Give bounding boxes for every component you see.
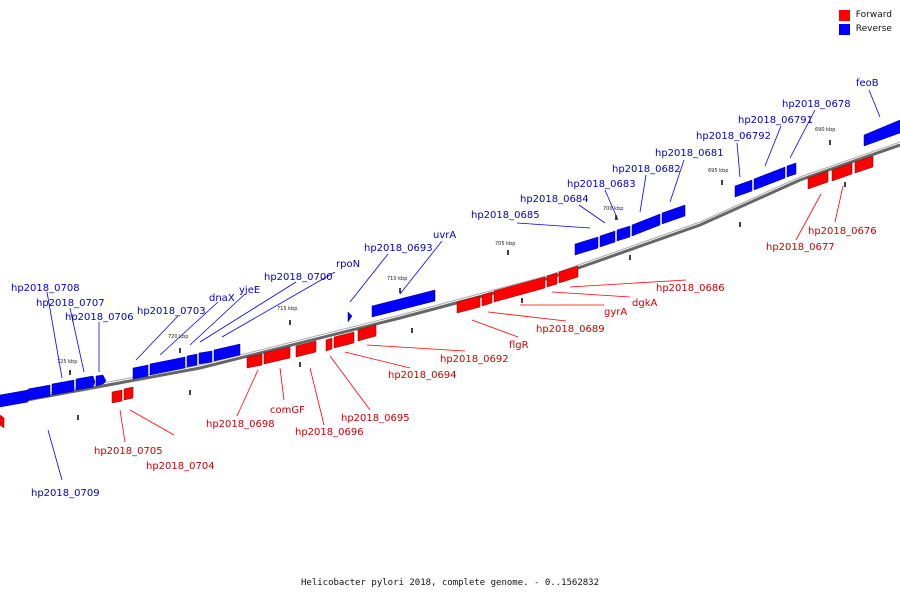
label-hp2018_0682: hp2018_0682	[612, 164, 681, 175]
label-hp2018_0709: hp2018_0709	[31, 488, 100, 499]
gene-hp2018_0684	[599, 230, 616, 248]
gene-hp2018_0682	[631, 213, 661, 237]
label-dnaX: dnaX	[209, 293, 235, 304]
label-comGF: comGF	[270, 405, 305, 416]
forward-genes	[0, 155, 874, 429]
label-hp2018_0703: hp2018_0703	[137, 306, 206, 317]
scale-label: 690 kbp	[815, 127, 835, 133]
gene-hp2018_0686	[558, 265, 579, 284]
label-hp2018_0707: hp2018_0707	[36, 298, 105, 309]
legend-label-forward: Forward	[855, 10, 892, 20]
gene-hp2018_0678	[786, 162, 797, 178]
label-hp2018_06791: hp2018_06791	[738, 115, 813, 126]
label-hp2018_0692: hp2018_0692	[440, 354, 509, 365]
gene-hp2018_0700	[198, 350, 213, 365]
gene-hp2018_0704	[123, 386, 134, 401]
gene-hp2018_06791	[753, 166, 786, 191]
gene-hp2018_0705	[111, 389, 123, 404]
label-hp2018_0684: hp2018_0684	[520, 194, 589, 205]
genome-caption: Helicobacter pylori 2018, complete genom…	[300, 578, 599, 588]
gene-hp2018_0700b	[213, 343, 241, 362]
label-hp2018_0706: hp2018_0706	[65, 312, 134, 323]
reverse-genes	[0, 119, 900, 408]
gene-dnaX	[149, 356, 186, 376]
gene-hp2018_06792	[734, 179, 753, 198]
legend-item-forward: Forward	[838, 8, 892, 22]
gene-feoB	[863, 119, 900, 147]
scale-label: 725 kbp	[57, 359, 77, 365]
legend: Forward Reverse	[838, 8, 892, 36]
label-hp2018_0693: hp2018_0693	[364, 243, 433, 254]
label-hp2018_0700: hp2018_0700	[264, 272, 333, 283]
reverse-swatch	[838, 23, 850, 35]
label-flgR: flgR	[509, 340, 529, 351]
scale-label: 695 kbp	[708, 168, 728, 174]
gene-hp2018_0692	[357, 324, 377, 342]
gene-hp2018_0707	[51, 379, 75, 396]
label-hp2018_0678: hp2018_0678	[782, 99, 851, 110]
gene-hp2018_0681	[661, 204, 686, 225]
gene-hp2018_0696	[295, 340, 317, 358]
gene-hp2018_0683	[616, 225, 631, 242]
scale-label: 720 kbp	[168, 334, 188, 340]
gene-hp2018_0706b	[95, 374, 107, 387]
gene-flgR	[456, 295, 481, 314]
legend-item-reverse: Reverse	[838, 22, 892, 36]
gene-yjeE	[186, 353, 198, 368]
gene-hp2018_0706	[75, 375, 96, 391]
label-hp2018_0683: hp2018_0683	[567, 179, 636, 190]
label-hp2018_0704: hp2018_0704	[146, 461, 215, 472]
gene-hp2018_0709	[0, 389, 29, 408]
gene-hp2018_0676	[831, 162, 853, 182]
gene-gyrA	[493, 276, 546, 303]
label-hp2018_0698: hp2018_0698	[206, 419, 275, 430]
gene-dgkA	[546, 272, 558, 288]
gene-hp2018_0677	[807, 170, 829, 190]
label-hp2018_0695: hp2018_0695	[341, 413, 410, 424]
gene-fwd-edge	[0, 414, 5, 429]
label-hp2018_0708: hp2018_0708	[11, 283, 80, 294]
label-hp2018_0696: hp2018_0696	[295, 427, 364, 438]
label-hp2018_0686: hp2018_0686	[656, 283, 725, 294]
label-uvrA: uvrA	[433, 230, 456, 241]
gene-hp2018_0694	[333, 331, 355, 349]
label-feoB: feoB	[856, 78, 879, 89]
label-rpoN: rpoN	[336, 259, 360, 270]
gene-hp2018_0708	[27, 384, 51, 401]
label-hp2018_0677: hp2018_0677	[766, 242, 835, 253]
label-hp2018_0685: hp2018_0685	[471, 210, 540, 221]
label-hp2018_0676: hp2018_0676	[808, 226, 877, 237]
label-hp2018_0694: hp2018_0694	[388, 370, 457, 381]
label-hp2018_06792: hp2018_06792	[696, 131, 771, 142]
label-hp2018_0681: hp2018_0681	[655, 148, 724, 159]
gene-rpoN	[347, 311, 353, 323]
gene-hp2018_0685	[574, 236, 599, 256]
label-gyrA: gyrA	[604, 307, 627, 318]
gene-comGF	[263, 346, 291, 365]
label-hp2018_0689: hp2018_0689	[536, 324, 605, 335]
gene-hp2018_0695	[325, 337, 333, 352]
scale-label: 705 kbp	[495, 241, 515, 247]
gene-hp2018_0689	[481, 291, 493, 307]
label-dgkA: dgkA	[632, 298, 657, 309]
label-hp2018_0705: hp2018_0705	[94, 446, 163, 457]
forward-swatch	[838, 9, 850, 21]
legend-label-reverse: Reverse	[855, 24, 892, 34]
scale-label: 710 kbp	[387, 276, 407, 282]
gene-uvrA	[371, 289, 436, 318]
scale-labels: 690 kbp 695 kbp 700 kbp 705 kbp 710 kbp …	[57, 127, 835, 365]
gene-hp2018_0676b	[854, 155, 874, 174]
label-yjeE: yjeE	[239, 285, 260, 296]
gene-hp2018_0698	[246, 353, 263, 369]
scale-label: 715 kbp	[277, 306, 297, 312]
gene-hp2018_0703	[132, 364, 149, 380]
